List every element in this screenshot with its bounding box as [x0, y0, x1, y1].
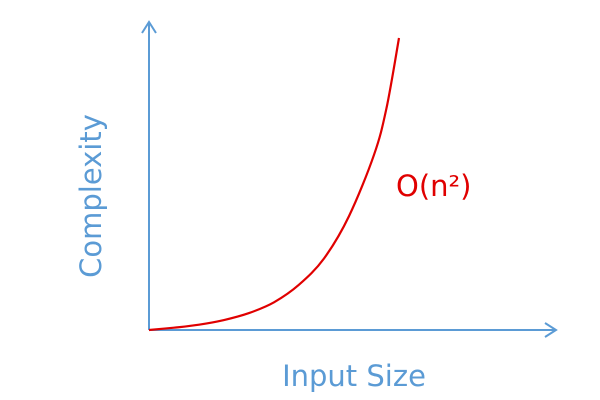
- series-line-0: [148, 37, 401, 332]
- xlabel: Input Size: [282, 359, 426, 393]
- axes: [141, 20, 558, 338]
- x-axis-arrow-icon: [544, 322, 558, 338]
- ylabel: Complexity: [74, 114, 108, 278]
- curve-annotation-label: O(n²): [396, 169, 471, 203]
- series-group: [148, 37, 401, 332]
- y-axis-arrow-icon: [141, 20, 157, 34]
